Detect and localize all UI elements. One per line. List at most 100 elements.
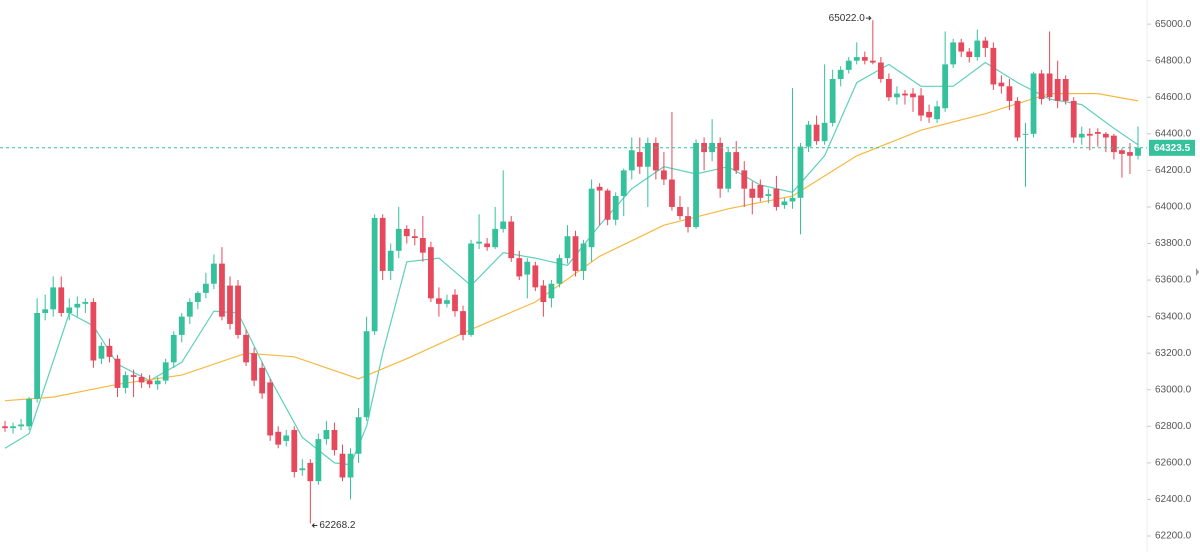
candle-body [966, 51, 973, 58]
candle-body [283, 435, 290, 441]
candle-body [1119, 150, 1125, 154]
candle-body [725, 152, 732, 189]
candle-body [532, 265, 539, 288]
extreme-label: 65022.0 [829, 13, 866, 24]
candle-body [910, 93, 916, 98]
current-price-box [1149, 139, 1195, 156]
y-tick-label: 64400.0 [1155, 128, 1192, 139]
y-tick-label: 63600.0 [1155, 275, 1192, 286]
y-tick-label: 63800.0 [1155, 238, 1192, 249]
candle-body [42, 309, 49, 313]
candle-body [170, 334, 177, 363]
candle-body [339, 453, 346, 478]
candle-body [829, 78, 836, 123]
candle-body [267, 382, 274, 436]
candle-body [146, 380, 153, 385]
candle-body [211, 263, 217, 284]
candle-body [411, 236, 418, 239]
candle-body [869, 60, 876, 63]
candle-body [1038, 73, 1045, 100]
candle-body [476, 241, 482, 244]
candle-body [1006, 86, 1013, 101]
candle-body [468, 243, 474, 335]
candle-body [620, 170, 627, 196]
candle-body [733, 152, 740, 171]
y-tick-label: 64800.0 [1155, 55, 1192, 66]
candle-body [628, 150, 635, 171]
candle-body [516, 258, 523, 277]
candle-body [652, 142, 659, 171]
candle-body [1022, 133, 1029, 135]
y-tick-label: 63000.0 [1155, 384, 1192, 395]
candle-body [877, 62, 884, 79]
candle-body [460, 311, 466, 335]
candle-body [1070, 100, 1077, 138]
candle-body [315, 439, 322, 482]
candle-body [1086, 133, 1093, 136]
candle-body [227, 285, 233, 324]
candle-body [540, 285, 547, 303]
candle-body [693, 142, 699, 228]
candle-body [636, 152, 643, 167]
candle-body [741, 170, 748, 189]
candle-body [444, 300, 450, 304]
candle-body [837, 69, 844, 79]
candle-body [395, 228, 402, 251]
candle-body [323, 429, 330, 440]
extreme-arrow [311, 523, 318, 528]
candle-body [1078, 133, 1085, 138]
candle-body [926, 111, 932, 118]
candle-body [508, 221, 515, 259]
current-price-label: 64323.5 [1154, 143, 1191, 154]
candle-body [1014, 100, 1021, 138]
candle-body [1030, 73, 1037, 134]
candle-body [452, 294, 458, 312]
candle-body [50, 287, 57, 310]
candle-body [492, 228, 499, 248]
candle-body [130, 375, 137, 377]
candle-body [548, 283, 555, 299]
candle-body [918, 95, 924, 116]
candle-body [331, 429, 338, 451]
candle-body [419, 238, 426, 253]
candle-body [259, 367, 266, 394]
candle-body [773, 188, 780, 207]
candle-body [797, 146, 804, 198]
candle-body [363, 331, 370, 418]
candle-body [219, 263, 225, 317]
candle-body [58, 287, 65, 313]
candle-body [1094, 131, 1101, 134]
candle-body [371, 217, 378, 332]
scroll-handle[interactable] [1196, 268, 1199, 276]
candle-body [669, 179, 675, 207]
candle-body [685, 216, 691, 228]
candle-body [1046, 73, 1053, 98]
candle-body [500, 221, 507, 229]
candle-body [10, 426, 16, 429]
candle-body [765, 194, 772, 196]
candle-body [162, 362, 169, 381]
candle-body [845, 60, 852, 70]
candle-body [427, 247, 434, 299]
candle-body [813, 124, 820, 142]
y-tick-label: 62800.0 [1155, 421, 1192, 432]
candle-body [138, 376, 145, 383]
candle-body [644, 142, 651, 167]
candle-body [757, 185, 764, 198]
y-tick-label: 63400.0 [1155, 311, 1192, 322]
candle-body [251, 353, 257, 381]
candle-body [2, 426, 8, 429]
candle-body [749, 188, 756, 198]
candle-body [524, 261, 531, 275]
candle-body [709, 142, 716, 153]
candle-body [974, 40, 981, 58]
candle-body [1054, 78, 1061, 101]
candle-body [66, 307, 73, 313]
candle-body [902, 93, 908, 96]
candle-body [275, 431, 282, 445]
candle-body [1102, 133, 1109, 138]
y-tick-label: 62600.0 [1155, 458, 1192, 469]
candle-body [1062, 78, 1069, 101]
candle-body [1127, 152, 1133, 156]
candle-body [186, 302, 193, 317]
